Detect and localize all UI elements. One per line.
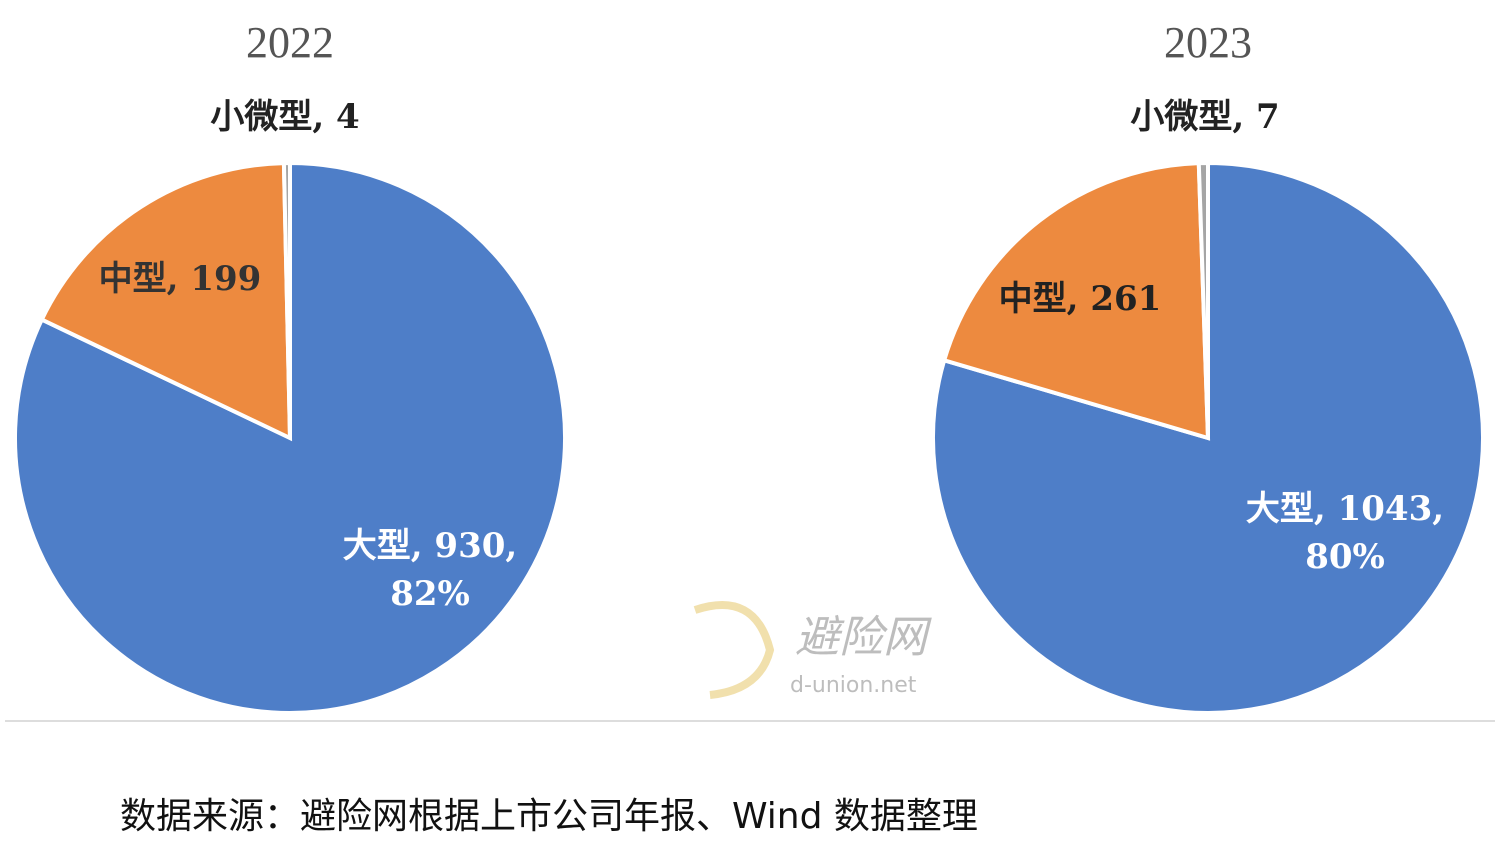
data-label: 大型, 1043,	[1246, 489, 1444, 529]
data-label: 大型, 930,	[343, 526, 517, 566]
chart-title: 2022	[246, 18, 334, 67]
data-label: 80%	[1305, 537, 1385, 577]
watermark-url: d-union.net	[790, 673, 917, 698]
chart-title: 2023	[1164, 18, 1252, 67]
pie-slice	[941, 161, 1211, 441]
source-note: 数据来源：避险网根据上市公司年报、Wind 数据整理	[120, 796, 978, 837]
pie-slice	[39, 161, 293, 442]
data-label: 中型, 199	[99, 259, 262, 299]
data-label: 中型, 261	[999, 279, 1162, 319]
data-label: 82%	[390, 574, 470, 614]
watermark-name: 避险网	[795, 612, 932, 663]
data-label: 小微型, 4	[210, 97, 359, 137]
pie-slice	[1196, 160, 1210, 439]
data-label: 小微型, 7	[1130, 97, 1279, 137]
watermark: 避险网 d-union.net	[693, 601, 932, 699]
watermark-logo	[693, 601, 775, 699]
pie-slice	[281, 160, 292, 439]
pie-slice	[13, 160, 567, 715]
